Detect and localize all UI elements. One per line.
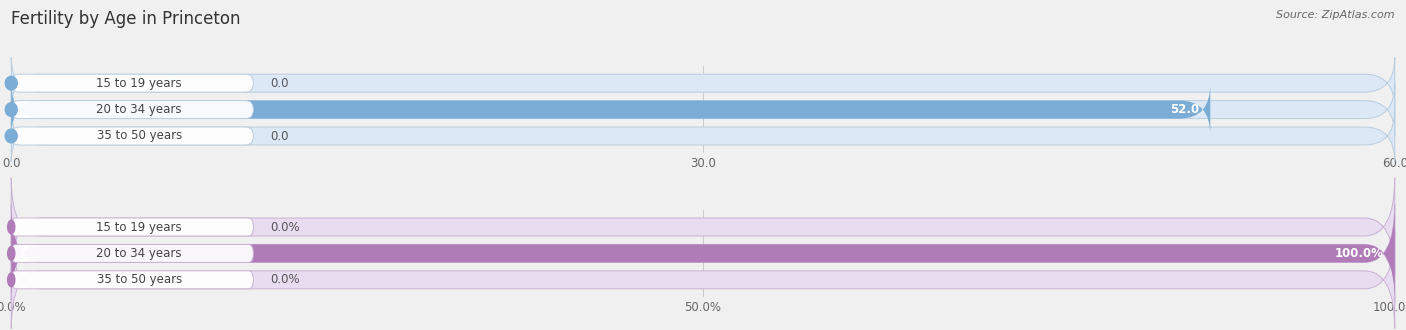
Circle shape	[6, 103, 17, 116]
Text: 52.0: 52.0	[1170, 103, 1199, 116]
FancyBboxPatch shape	[11, 74, 253, 92]
FancyBboxPatch shape	[11, 245, 253, 262]
Circle shape	[7, 273, 15, 287]
Text: Source: ZipAtlas.com: Source: ZipAtlas.com	[1277, 10, 1395, 20]
Text: 15 to 19 years: 15 to 19 years	[97, 77, 181, 90]
Text: 100.0%: 100.0%	[1334, 247, 1384, 260]
Text: 20 to 34 years: 20 to 34 years	[97, 103, 181, 116]
Circle shape	[6, 129, 17, 143]
Text: 35 to 50 years: 35 to 50 years	[97, 129, 181, 143]
Text: 0.0: 0.0	[270, 129, 288, 143]
FancyBboxPatch shape	[11, 110, 1395, 162]
Text: 15 to 19 years: 15 to 19 years	[97, 220, 181, 234]
Text: 35 to 50 years: 35 to 50 years	[97, 273, 181, 286]
FancyBboxPatch shape	[11, 127, 253, 145]
Circle shape	[6, 76, 17, 90]
FancyBboxPatch shape	[11, 204, 1395, 303]
FancyBboxPatch shape	[11, 231, 1395, 329]
FancyBboxPatch shape	[11, 218, 253, 236]
Circle shape	[7, 247, 15, 260]
FancyBboxPatch shape	[11, 84, 1211, 136]
FancyBboxPatch shape	[11, 101, 253, 118]
Circle shape	[7, 220, 15, 234]
Text: Fertility by Age in Princeton: Fertility by Age in Princeton	[11, 10, 240, 28]
Text: 0.0%: 0.0%	[270, 273, 299, 286]
FancyBboxPatch shape	[11, 84, 1395, 136]
FancyBboxPatch shape	[11, 204, 1395, 303]
Text: 0.0: 0.0	[270, 77, 288, 90]
FancyBboxPatch shape	[11, 57, 1395, 109]
FancyBboxPatch shape	[11, 271, 253, 289]
FancyBboxPatch shape	[11, 178, 1395, 276]
Text: 0.0%: 0.0%	[270, 220, 299, 234]
Text: 20 to 34 years: 20 to 34 years	[97, 247, 181, 260]
